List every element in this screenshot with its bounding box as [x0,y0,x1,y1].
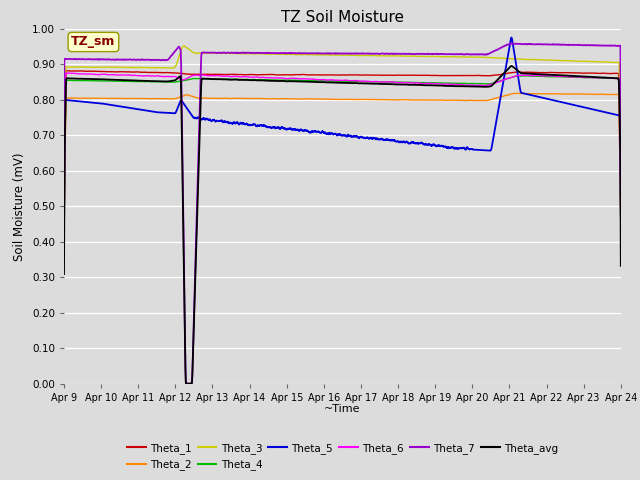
Theta_3 [124,65,131,71]
Theta_2 [60,238,68,244]
Theta_avg [124,77,131,83]
Theta_4 [546,74,554,80]
Theta_1 [298,72,306,77]
Theta_7 [617,178,625,184]
Theta_5 [60,239,68,245]
Theta_5 [157,109,164,115]
Line: Theta_6: Theta_6 [64,73,621,228]
Text: TZ_sm: TZ_sm [71,36,116,48]
Theta_1 [157,70,164,75]
Theta_avg [547,72,554,78]
Theta_4 [274,77,282,83]
Theta_2 [546,91,554,96]
Y-axis label: Soil Moisture (mV): Soil Moisture (mV) [13,152,26,261]
Line: Theta_5: Theta_5 [64,37,621,242]
Theta_6 [124,72,132,78]
Theta_4 [157,79,164,84]
Line: Theta_2: Theta_2 [64,93,621,241]
Theta_5 [508,35,515,40]
Theta_4 [60,229,68,235]
Theta_3 [606,59,614,65]
Theta_7 [60,186,68,192]
Theta_1 [60,218,68,224]
Theta_7 [157,57,164,63]
Theta_4 [298,78,305,84]
Theta_5 [274,124,282,130]
Theta_6 [274,75,282,81]
Theta_3 [274,51,282,57]
Title: TZ Soil Moisture: TZ Soil Moisture [281,10,404,25]
Theta_6 [157,73,164,79]
Theta_3 [60,223,68,228]
Theta_7 [509,41,516,47]
Theta_2 [617,222,625,228]
Theta_avg [182,381,190,386]
Theta_5 [617,214,625,219]
Theta_avg [508,63,515,69]
Theta_6 [617,213,625,219]
Theta_4 [124,78,131,84]
Theta_1 [274,72,282,78]
Legend: Theta_1, Theta_2, Theta_3, Theta_4, Theta_5, Theta_6, Theta_7, Theta_avg: Theta_1, Theta_2, Theta_3, Theta_4, Thet… [123,439,562,474]
Theta_7 [547,42,554,48]
Theta_3 [157,65,164,71]
Theta_5 [546,96,554,102]
Line: Theta_avg: Theta_avg [64,66,621,384]
X-axis label: ~Time: ~Time [324,405,361,414]
Theta_6 [546,73,554,79]
Theta_1 [124,69,132,75]
Theta_2 [274,96,282,102]
Line: Theta_3: Theta_3 [64,46,621,226]
Theta_3 [617,204,625,210]
Theta_2 [124,96,131,101]
Theta_avg [298,79,306,84]
Theta_1 [606,71,614,76]
Theta_7 [606,43,614,48]
Theta_5 [606,110,614,116]
Theta_1 [63,68,71,73]
Theta_4 [522,73,530,79]
Theta_1 [546,70,554,75]
Theta_avg [617,263,625,269]
Theta_avg [60,271,68,277]
Theta_7 [298,50,306,56]
Theta_4 [606,75,614,81]
Line: Theta_4: Theta_4 [64,76,621,232]
Theta_avg [274,78,282,84]
Theta_5 [298,127,305,133]
Theta_3 [180,43,188,49]
Theta_2 [606,92,614,97]
Theta_avg [157,79,164,84]
Theta_6 [298,76,306,82]
Theta_3 [546,57,554,63]
Theta_4 [617,213,625,219]
Theta_6 [606,75,614,81]
Theta_6 [60,226,68,231]
Theta_1 [617,220,625,226]
Theta_avg [606,75,614,81]
Theta_2 [298,96,305,102]
Line: Theta_1: Theta_1 [64,71,621,223]
Line: Theta_7: Theta_7 [64,44,621,384]
Theta_7 [185,381,193,386]
Theta_5 [124,105,131,110]
Theta_7 [124,57,131,62]
Theta_3 [298,52,306,58]
Theta_2 [513,90,520,96]
Theta_6 [63,70,71,76]
Theta_2 [157,96,164,101]
Theta_7 [274,50,282,56]
